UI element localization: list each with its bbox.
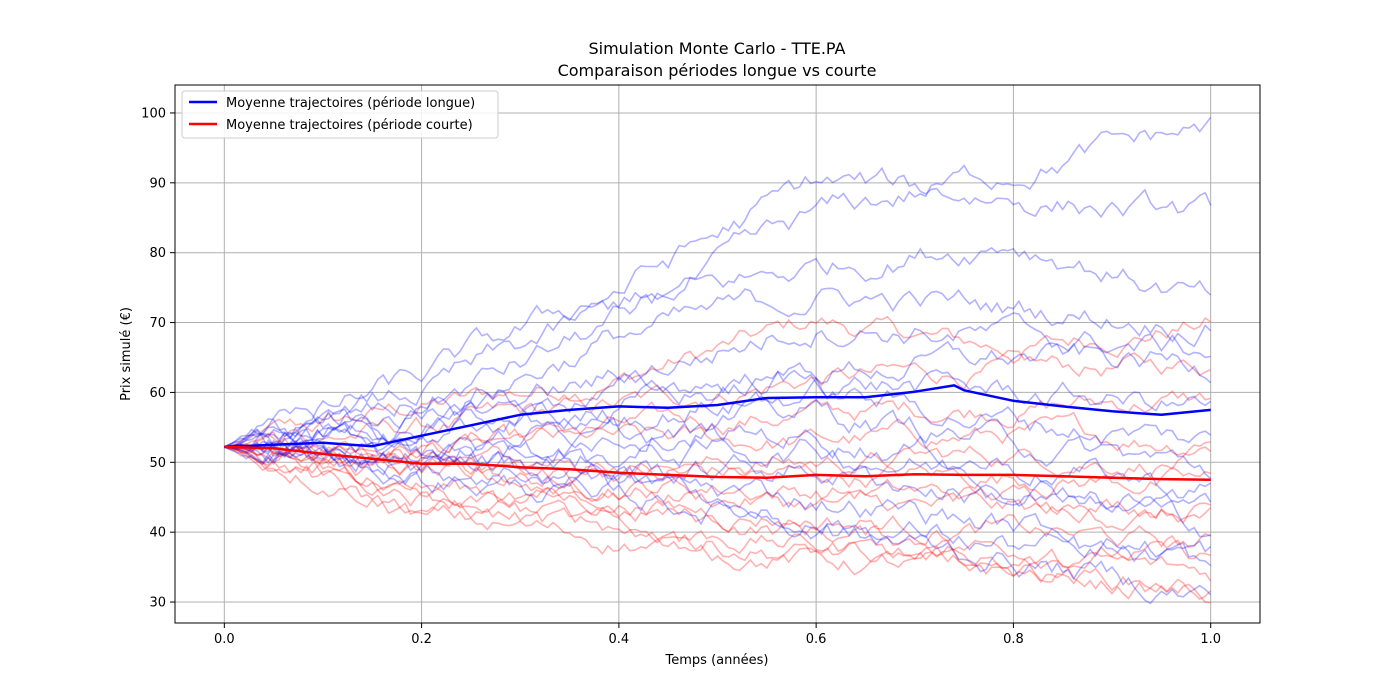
legend-label-short: Moyenne trajectoires (période courte) (226, 118, 473, 133)
trajectory-short-10 (224, 444, 1212, 582)
trajectory-short-3 (224, 411, 1212, 459)
trajectory-short-6 (224, 445, 1211, 524)
legend-label-long: Moyenne trajectoires (période longue) (226, 96, 475, 111)
y-tick-label-0: 30 (149, 596, 166, 611)
mean-series-line-0 (224, 384, 1211, 449)
legend-box (181, 90, 499, 139)
trajectory-short-5 (224, 438, 1211, 499)
y-tick-label-3: 60 (149, 386, 166, 401)
mean-series (224, 384, 1211, 482)
x-tick-label-5: 1.0 (1200, 632, 1221, 647)
trajectory-short-4 (224, 441, 1211, 489)
trajectories (223, 116, 1212, 605)
trajectory-long-11 (223, 445, 1211, 538)
trajectory-short-9 (224, 446, 1211, 570)
trajectory-long-12 (224, 439, 1212, 559)
trajectory-short-11 (224, 446, 1212, 601)
x-tick-label-0: 0.0 (214, 632, 235, 647)
y-axis-label: Prix simulé (€) (119, 307, 134, 401)
trajectory-short-2 (224, 390, 1211, 466)
y-tick-label-7: 100 (141, 106, 166, 121)
y-tick-label-1: 40 (149, 526, 166, 541)
trajectory-long-10 (224, 428, 1212, 510)
trajectory-long-8 (224, 390, 1212, 480)
chart-title-line-1: Simulation Monte Carlo - TTE.PA (588, 39, 845, 58)
plot-area-frame (174, 84, 1261, 624)
trajectory-long-0 (223, 116, 1212, 448)
trajectory-long-14 (224, 422, 1212, 605)
trajectory-long-13 (224, 442, 1212, 567)
x-tick-label-1: 0.2 (411, 632, 432, 647)
trajectory-long-1 (223, 166, 1212, 448)
trajectory-long-3 (223, 287, 1212, 448)
legend: Moyenne trajectoires (période longue) Mo… (181, 90, 499, 139)
mean-series-line-1 (224, 445, 1211, 482)
x-tick-label-3: 0.6 (806, 632, 827, 647)
trajectory-long-2 (224, 246, 1212, 448)
y-axis-ticks: 30 40 50 60 70 80 90 100 (141, 106, 175, 611)
y-tick-label-4: 70 (149, 316, 166, 331)
trajectory-short-8 (224, 443, 1212, 549)
x-tick-label-4: 0.8 (1003, 632, 1024, 647)
x-axis-label: Temps (années) (665, 653, 769, 668)
y-tick-label-6: 90 (149, 176, 166, 191)
x-tick-label-2: 0.4 (609, 632, 630, 647)
trajectory-short-12 (224, 446, 1211, 604)
trajectory-short-1 (224, 349, 1212, 452)
y-tick-label-5: 80 (149, 246, 166, 261)
grid (175, 85, 1260, 623)
chart-title-line-2: Comparaison périodes longue vs courte (558, 61, 877, 80)
trajectory-short-0 (224, 315, 1212, 448)
x-axis-ticks: 0.0 0.2 0.4 0.6 0.8 1.0 (214, 623, 1221, 647)
y-tick-label-2: 50 (149, 456, 166, 471)
